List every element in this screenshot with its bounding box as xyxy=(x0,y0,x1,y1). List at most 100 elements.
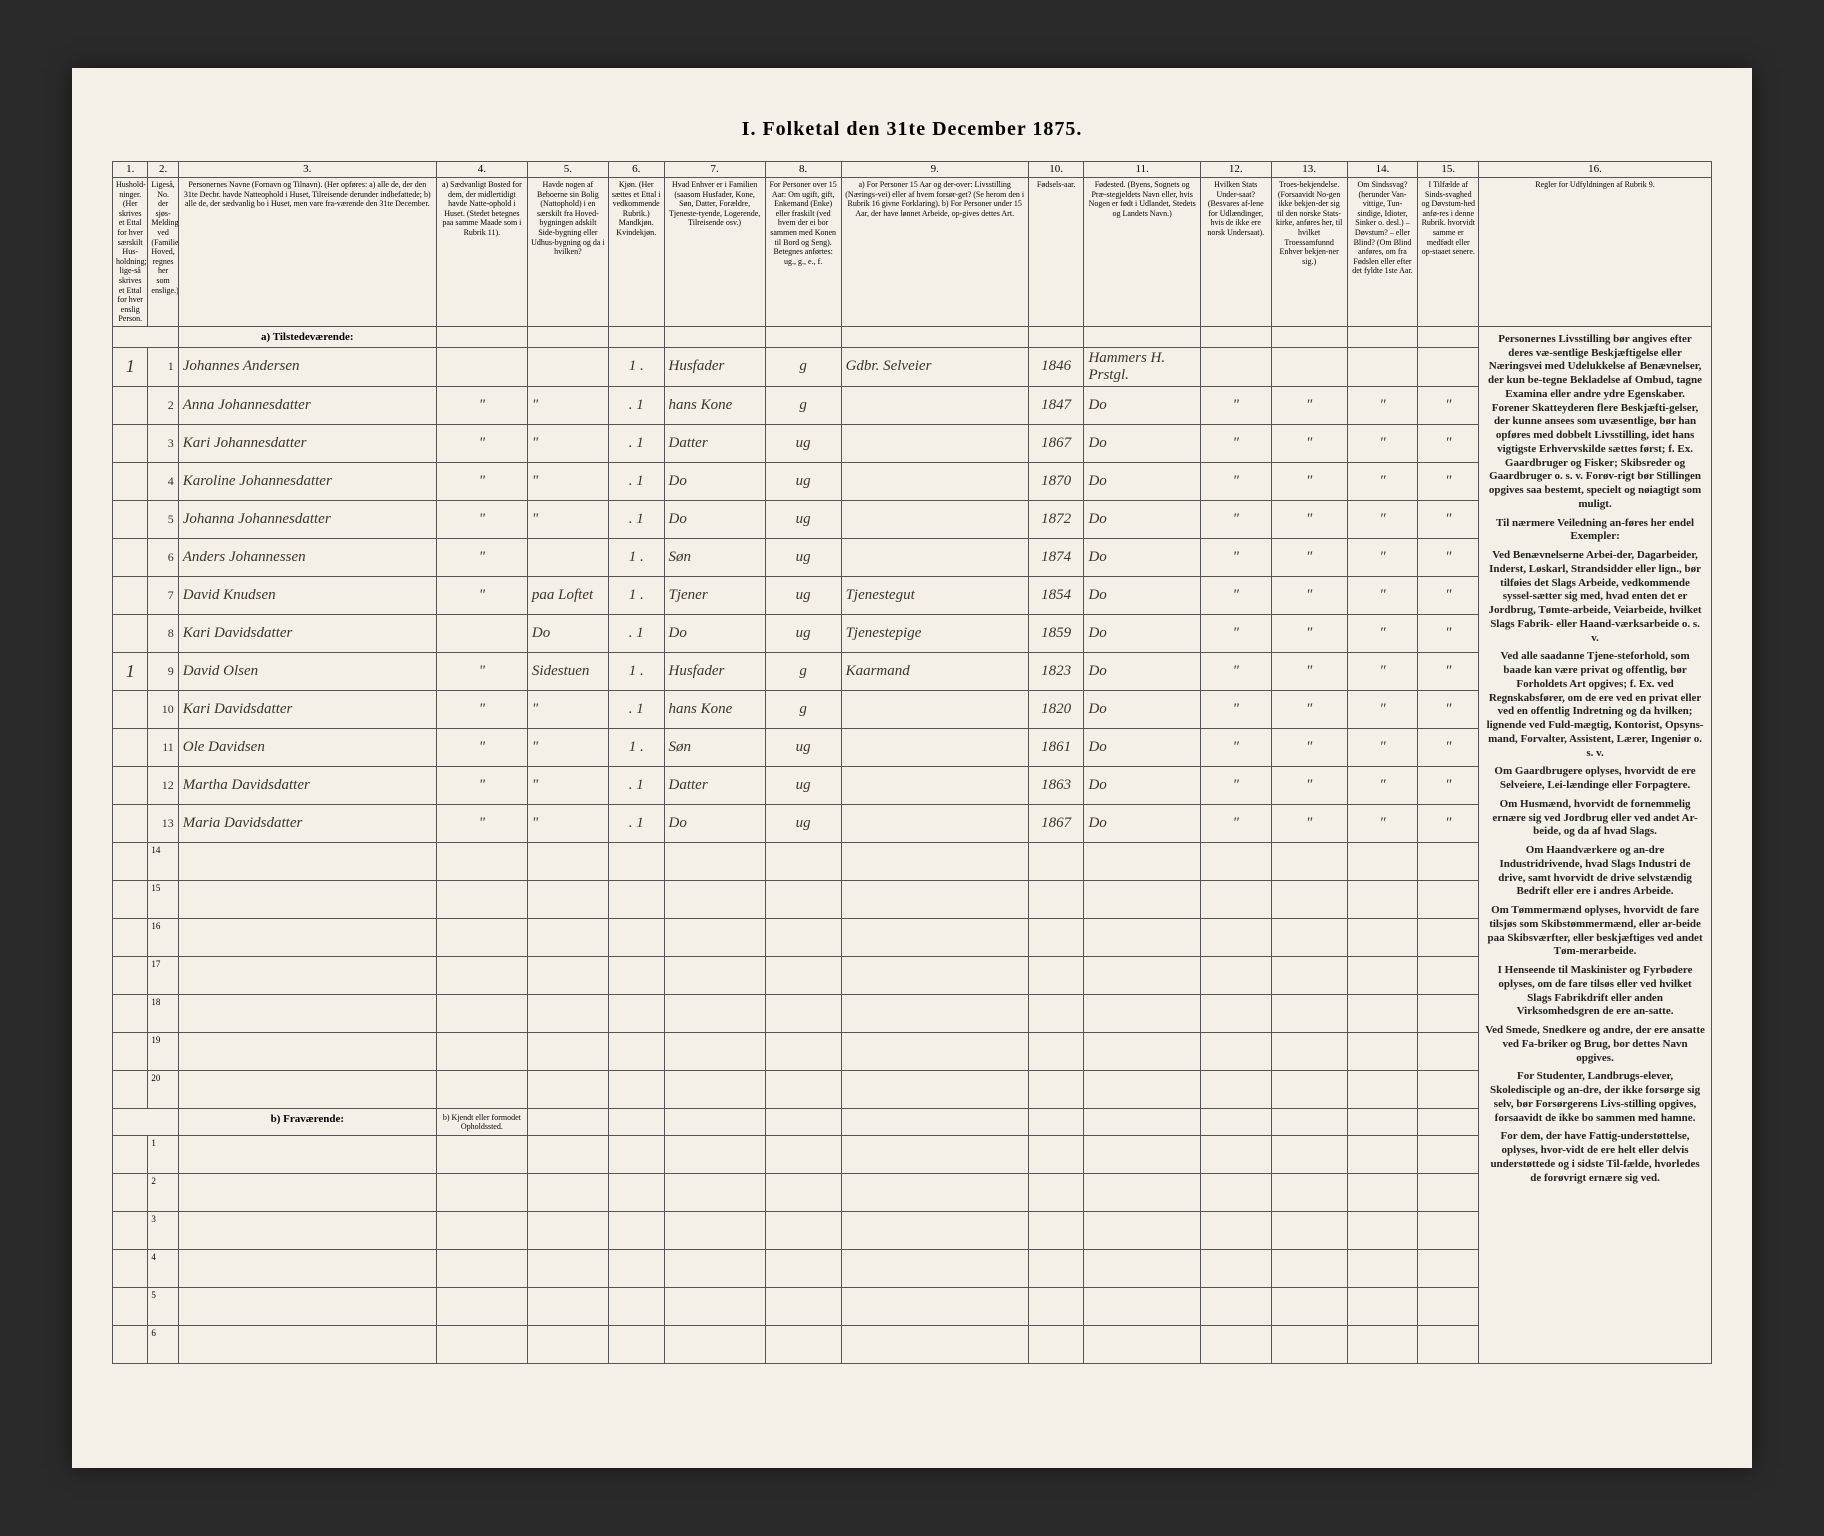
cell: 13 xyxy=(148,804,178,842)
cell xyxy=(1271,1211,1347,1249)
cell xyxy=(1084,918,1200,956)
cell xyxy=(1028,842,1084,880)
col-header: Kjøn. (Her sættes et Ettal i vedkommende… xyxy=(608,178,664,327)
cell: Do xyxy=(664,500,765,538)
col-header: Om Sindssvag? (herunder Van-vittige, Tun… xyxy=(1347,178,1418,327)
cell: " xyxy=(1271,614,1347,652)
col-header: Regler for Udfyldningen af Rubrik 9. xyxy=(1479,178,1712,327)
cell: " xyxy=(436,804,527,842)
cell: Anna Johannesdatter xyxy=(178,386,436,424)
cell xyxy=(841,690,1028,728)
cell xyxy=(436,1211,527,1249)
cell: Sidestuen xyxy=(527,652,608,690)
cell: . 1 xyxy=(608,500,664,538)
cell xyxy=(113,1287,148,1325)
cell xyxy=(608,1173,664,1211)
cell xyxy=(765,1325,841,1363)
cell: Do xyxy=(1084,804,1200,842)
col-num: 3. xyxy=(178,162,436,178)
cell xyxy=(1271,1108,1347,1135)
cell xyxy=(1084,1325,1200,1363)
cell xyxy=(113,576,148,614)
cell: b) Kjendt eller formodet Opholdssted. xyxy=(436,1108,527,1135)
cell xyxy=(664,956,765,994)
cell xyxy=(527,1135,608,1173)
person-row: 4Karoline Johannesdatter"". 1Doug1870Do"… xyxy=(113,462,1712,500)
empty-row: 19 xyxy=(113,1032,1712,1070)
person-row: 3Kari Johannesdatter"". 1Datterug1867Do"… xyxy=(113,424,1712,462)
cell xyxy=(1200,1287,1271,1325)
empty-row: 14 xyxy=(113,842,1712,880)
cell xyxy=(765,842,841,880)
cell: Maria Davidsdatter xyxy=(178,804,436,842)
cell: g xyxy=(765,690,841,728)
cell xyxy=(1200,842,1271,880)
cell: 19 xyxy=(148,1032,178,1070)
cell: Do xyxy=(664,614,765,652)
cell xyxy=(113,956,148,994)
cell: " xyxy=(1347,690,1418,728)
cell: g xyxy=(765,652,841,690)
cell: Ole Davidsen xyxy=(178,728,436,766)
cell: " xyxy=(1347,386,1418,424)
col-num: 9. xyxy=(841,162,1028,178)
col-num: 13. xyxy=(1271,162,1347,178)
cell: " xyxy=(436,576,527,614)
cell xyxy=(841,1173,1028,1211)
cell xyxy=(527,918,608,956)
cell: " xyxy=(436,652,527,690)
cell: Martha Davidsdatter xyxy=(178,766,436,804)
cell xyxy=(178,1325,436,1363)
cell: " xyxy=(1347,766,1418,804)
cell: 1854 xyxy=(1028,576,1084,614)
cell xyxy=(1028,880,1084,918)
cell: 1867 xyxy=(1028,424,1084,462)
cell: 6 xyxy=(148,1325,178,1363)
cell xyxy=(608,994,664,1032)
cell: " xyxy=(1200,462,1271,500)
cell xyxy=(1418,1108,1479,1135)
cell: Do xyxy=(1084,690,1200,728)
cell xyxy=(1418,1173,1479,1211)
cell: ug xyxy=(765,728,841,766)
cell: " xyxy=(527,804,608,842)
cell: Do xyxy=(664,804,765,842)
cell xyxy=(1347,1249,1418,1287)
cell xyxy=(178,1249,436,1287)
col-num: 15. xyxy=(1418,162,1479,178)
cell: Kaarmand xyxy=(841,652,1028,690)
person-row: 11Johannes Andersen1 .HusfadergGdbr. Sel… xyxy=(113,347,1712,386)
cell: Do xyxy=(1084,424,1200,462)
cell xyxy=(1200,880,1271,918)
cell xyxy=(436,326,527,347)
cell: " xyxy=(1347,462,1418,500)
col-header: a) For Personer 15 Aar og der-over: Livs… xyxy=(841,178,1028,327)
cell: 1 xyxy=(113,652,148,690)
cell: 1 . xyxy=(608,728,664,766)
cell xyxy=(664,1108,765,1135)
cell: Do xyxy=(1084,386,1200,424)
cell xyxy=(608,880,664,918)
cell xyxy=(1418,1211,1479,1249)
cell xyxy=(841,728,1028,766)
person-row: 12Martha Davidsdatter"". 1Datterug1863Do… xyxy=(113,766,1712,804)
cell: 1847 xyxy=(1028,386,1084,424)
col-header: Fødsels-aar. xyxy=(1028,178,1084,327)
cell: hans Kone xyxy=(664,690,765,728)
cell xyxy=(436,880,527,918)
cell: 11 xyxy=(148,728,178,766)
cell xyxy=(178,1070,436,1108)
cell: " xyxy=(1271,462,1347,500)
cell xyxy=(1200,1325,1271,1363)
cell xyxy=(1028,994,1084,1032)
cell xyxy=(664,1032,765,1070)
col-num: 7. xyxy=(664,162,765,178)
cell xyxy=(527,1325,608,1363)
cell: " xyxy=(1271,424,1347,462)
cell xyxy=(1028,1249,1084,1287)
cell xyxy=(113,690,148,728)
cell xyxy=(436,842,527,880)
cell: " xyxy=(527,690,608,728)
cell xyxy=(841,1249,1028,1287)
cell: " xyxy=(1200,690,1271,728)
